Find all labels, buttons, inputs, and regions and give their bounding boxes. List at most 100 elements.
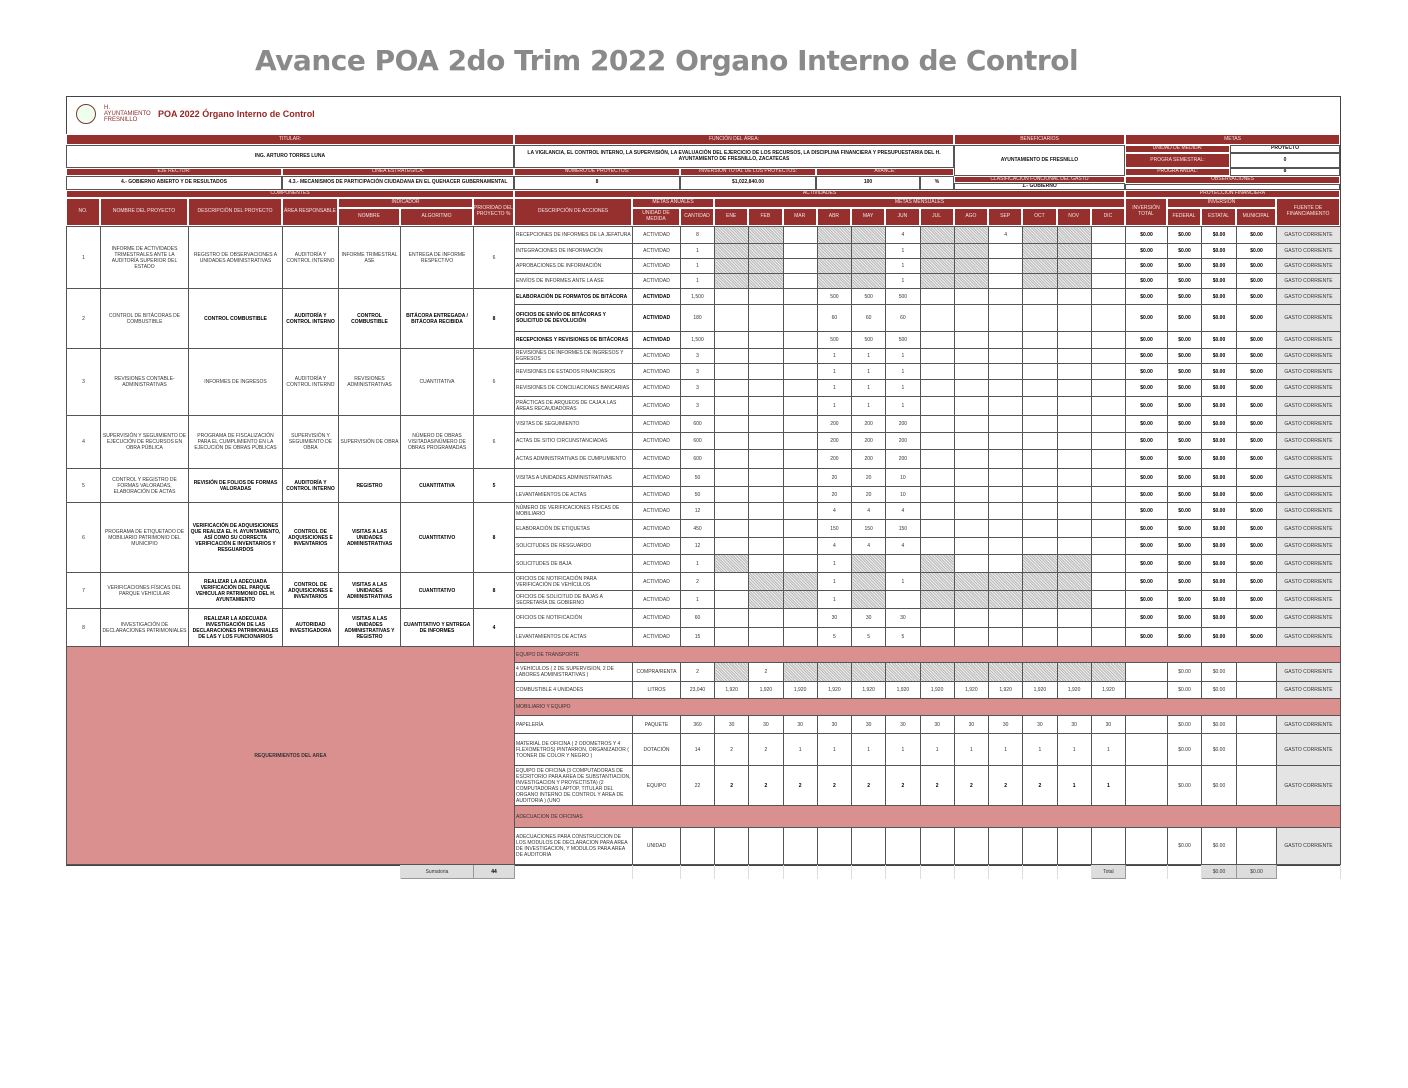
col-estatal: ESTATAL [1201,208,1236,226]
total-federal: $0.00 [1201,864,1237,879]
inversion-total: $0.00 [1125,554,1168,573]
col-mes-oct: OCT [1022,208,1057,226]
inversion-federal: $0.00 [1167,363,1202,380]
unidad-medida: ACTIVIDAD [632,627,681,647]
eje-value: 4.- GOBIERNO ABIERTO Y DE RESULTADOS [66,176,282,190]
meta-mes-nov [1056,502,1092,520]
cantidad: 1,500 [680,331,715,349]
accion-descripcion: OFICIOS DE NOTIFICACIÓN PARA VERIFICACIÓ… [514,572,633,591]
accion-descripcion: ELABORACIÓN DE FORMATOS DE BITÁCORA [514,288,633,305]
project-no: 2 [66,288,101,349]
inversion-federal: $0.00 [1167,554,1202,573]
meta-mes-mar [782,590,818,609]
meta-mes-jul [919,288,955,305]
meta-mes-abr [816,258,853,274]
unidad-medida: COMPRA/RENTA [632,662,681,682]
project-no: 8 [66,608,101,647]
indicador-nombre: VISITAS A LAS UNIDADES ADMINISTRATIVAS [338,572,401,609]
col-nombre: NOMBRE DEL PROYECTO [100,198,188,226]
col-metas-mensuales: METAS MENSUALES [714,198,1125,208]
inversion-municipal [1236,733,1277,766]
meta-mes-ene [713,554,750,573]
meta-mes-may: 4 [850,502,887,520]
meta-mes-ago [953,486,990,503]
meta-mes-ene: 1,920 [713,681,750,699]
unidad-value: PROYECTO [1230,145,1340,153]
inversion-municipal [1236,765,1277,806]
fuente-financiamiento: GASTO CORRIENTE [1276,415,1341,433]
inversion-federal: $0.00 [1167,273,1202,289]
meta-mes-mar [782,379,818,397]
inversion-federal: $0.00 [1167,827,1202,865]
page-title: Avance POA 2do Trim 2022 Organo Interno … [255,44,1079,77]
metas-label: METAS [1125,134,1340,145]
inversion-estatal: $0.00 [1201,572,1237,591]
unidad-medida: ACTIVIDAD [632,396,681,416]
col-indicador-nombre: NOMBRE [338,208,400,226]
inversion-municipal: $0.00 [1236,331,1277,349]
inversion-municipal: $0.00 [1236,486,1277,503]
meta-mes-jul [919,468,955,487]
inversion-total: $0.00 [1125,331,1168,349]
fuente-financiamiento: GASTO CORRIENTE [1276,449,1341,469]
section-title: MOBILIARIO Y EQUIPO [514,698,1341,716]
project-prioridad: 6 [473,348,515,416]
inversion-federal: $0.00 [1167,304,1202,332]
meta-mes-jul [919,827,955,865]
meta-mes-ene: 30 [713,715,750,734]
inversion-total: $0.00 [1125,502,1168,520]
col-municipal: MUNICIPAL [1236,208,1276,226]
accion-descripcion: RECEPCIONES Y REVISIONES DE BITÁCORAS [514,331,633,349]
project-prioridad: 6 [473,415,515,469]
meta-mes-abr: 1 [816,572,853,591]
meta-mes-abr: 1 [816,733,853,766]
col-algoritmo: ALGORITMO [400,208,473,226]
meta-mes-jul: 30 [919,715,955,734]
meta-mes-nov [1056,590,1092,609]
meta-mes-mar [782,396,818,416]
meta-mes-sep: 4 [987,226,1024,244]
cantidad: 50 [680,486,715,503]
meta-mes-ago [953,468,990,487]
meta-mes-jul [919,396,955,416]
meta-mes-nov: 1 [1056,765,1092,806]
meta-mes-mar: 30 [782,715,818,734]
cantidad: 180 [680,304,715,332]
meta-mes-may: 30 [850,608,887,628]
meta-mes-feb [748,627,784,647]
unidad-medida: ACTIVIDAD [632,572,681,591]
accion-descripcion: COMBUSTIBLE 4 UNIDADES [514,681,633,699]
meta-mes-jul: 1 [919,733,955,766]
col-acciones: DESCRIPCIÓN DE ACCIONES [514,198,632,226]
anual-label: PROGRA ANUAL: [1125,168,1230,176]
meta-mes-ago [953,331,990,349]
inversion-federal: $0.00 [1167,627,1202,647]
inversion-municipal: $0.00 [1236,468,1277,487]
meta-mes-feb [748,348,784,364]
meta-mes-mar [782,449,818,469]
cantidad: 12 [680,537,715,555]
fuente-financiamiento: GASTO CORRIENTE [1276,681,1341,699]
inversion-federal: $0.00 [1167,681,1202,699]
meta-mes-feb: 1,920 [748,681,784,699]
meta-mes-jul [919,331,955,349]
unidad-medida: ACTIVIDAD [632,468,681,487]
meta-mes-jul [919,273,955,289]
indicador-nombre: REGISTRO [338,468,401,503]
meta-mes-sep [987,608,1024,628]
meta-mes-feb [748,273,784,289]
blank [748,864,784,879]
accion-descripcion: LEVANTAMIENTOS DE ACTAS [514,627,633,647]
meta-mes-abr: 500 [816,331,853,349]
meta-mes-ene [713,572,750,591]
meta-mes-may [850,273,887,289]
meta-mes-jul [919,226,955,244]
inversion-estatal: $0.00 [1201,348,1237,364]
meta-mes-ene [713,608,750,628]
meta-mes-sep [987,590,1024,609]
meta-mes-dic [1090,554,1127,573]
meta-mes-jun [885,590,921,609]
accion-descripcion: EQUIPO DE OFICINA (3 COMPUTADORAS DE ESC… [514,765,633,806]
unidad-medida: ACTIVIDAD [632,331,681,349]
inversion-estatal: $0.00 [1201,468,1237,487]
